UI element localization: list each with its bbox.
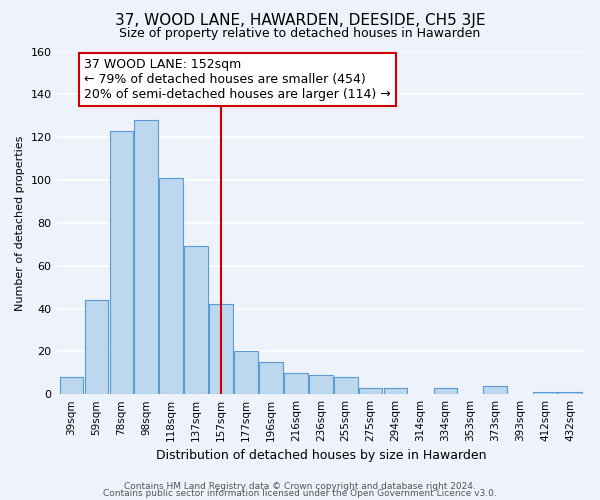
Text: Size of property relative to detached houses in Hawarden: Size of property relative to detached ho… bbox=[119, 28, 481, 40]
Bar bbox=[184, 246, 208, 394]
X-axis label: Distribution of detached houses by size in Hawarden: Distribution of detached houses by size … bbox=[155, 450, 486, 462]
Bar bbox=[209, 304, 233, 394]
Text: 37, WOOD LANE, HAWARDEN, DEESIDE, CH5 3JE: 37, WOOD LANE, HAWARDEN, DEESIDE, CH5 3J… bbox=[115, 12, 485, 28]
Bar bbox=[134, 120, 158, 394]
Bar bbox=[384, 388, 407, 394]
Text: Contains HM Land Registry data © Crown copyright and database right 2024.: Contains HM Land Registry data © Crown c… bbox=[124, 482, 476, 491]
Bar bbox=[110, 130, 133, 394]
Bar bbox=[234, 352, 258, 394]
Text: Contains public sector information licensed under the Open Government Licence v3: Contains public sector information licen… bbox=[103, 490, 497, 498]
Bar bbox=[484, 386, 507, 394]
Bar bbox=[558, 392, 582, 394]
Bar bbox=[284, 373, 308, 394]
Y-axis label: Number of detached properties: Number of detached properties bbox=[15, 135, 25, 310]
Bar bbox=[309, 375, 332, 394]
Bar bbox=[434, 388, 457, 394]
Bar bbox=[59, 377, 83, 394]
Bar bbox=[359, 388, 382, 394]
Bar bbox=[160, 178, 183, 394]
Bar bbox=[533, 392, 557, 394]
Text: 37 WOOD LANE: 152sqm
← 79% of detached houses are smaller (454)
20% of semi-deta: 37 WOOD LANE: 152sqm ← 79% of detached h… bbox=[84, 58, 391, 101]
Bar bbox=[334, 377, 358, 394]
Bar bbox=[85, 300, 108, 394]
Bar bbox=[259, 362, 283, 394]
